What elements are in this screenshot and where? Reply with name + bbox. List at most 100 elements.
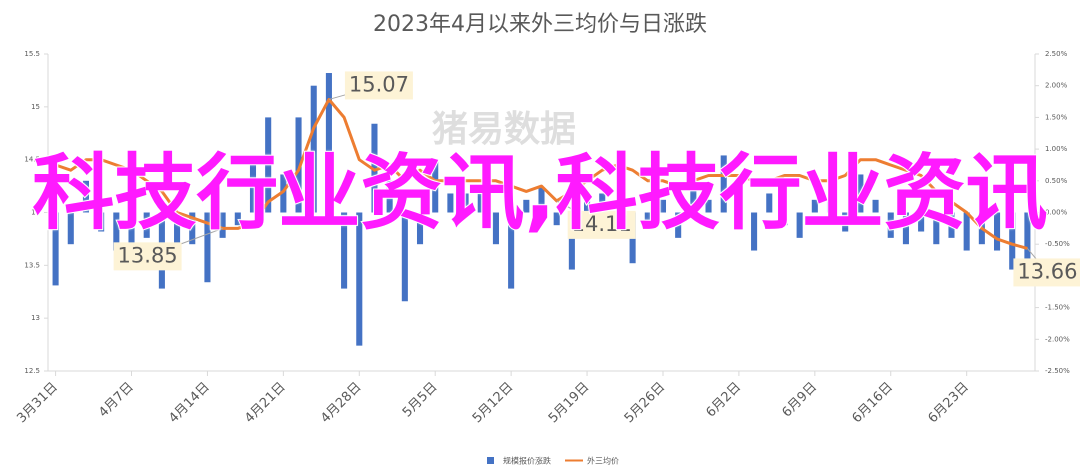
- label-box: [567, 210, 636, 239]
- overlay-text: 科技行业资讯,科技行业资讯: [31, 146, 1048, 241]
- bar: [675, 212, 682, 238]
- bar: [492, 212, 499, 245]
- x-tick-label: 5月26日: [622, 380, 669, 427]
- bar: [128, 212, 135, 264]
- y-tick-label: 15: [31, 103, 40, 111]
- label-box: [1013, 258, 1080, 287]
- y2-tick-label: -1.50%: [1045, 304, 1070, 312]
- y2-tick-label: 2.50%: [1045, 50, 1068, 58]
- x-tick-label: 6月9日: [779, 380, 820, 421]
- bar: [189, 212, 196, 245]
- bar: [219, 212, 226, 238]
- data-label: 13.66: [1017, 259, 1077, 283]
- y2-tick-label: -2.00%: [1045, 335, 1070, 343]
- y2-tick-label: -2.50%: [1045, 367, 1070, 375]
- x-tick-label: 4月21日: [242, 380, 289, 427]
- x-tick-label: 6月23日: [925, 380, 972, 427]
- bar: [644, 212, 651, 226]
- bar: [705, 199, 712, 213]
- bar: [781, 212, 788, 226]
- bar: [523, 199, 530, 213]
- data-label: 14.11: [572, 212, 632, 236]
- bar: [432, 161, 439, 213]
- y2-tick-label: -0.50%: [1045, 240, 1070, 248]
- bar: [174, 212, 181, 251]
- bar: [113, 212, 120, 251]
- bar: [887, 212, 894, 238]
- bar: [310, 85, 317, 213]
- bar: [82, 180, 89, 213]
- label-box: [344, 71, 413, 100]
- bar: [204, 212, 211, 283]
- line: [55, 97, 1028, 250]
- bar: [447, 193, 454, 213]
- y-tick-label: 14.5: [24, 156, 40, 164]
- x-tick-label: 5月19日: [546, 380, 593, 427]
- bar: [356, 212, 363, 346]
- label-box: [113, 242, 182, 271]
- bar: [766, 193, 773, 213]
- y2-tick-label: 0.50%: [1045, 177, 1068, 185]
- x-tick-label: 5月12日: [470, 380, 517, 427]
- bar: [720, 155, 727, 213]
- legend-label: 外三均价: [587, 456, 619, 466]
- bar: [994, 212, 1001, 251]
- bar: [811, 199, 818, 213]
- bar: [538, 187, 545, 213]
- bar: [659, 199, 667, 213]
- bar: [1024, 212, 1031, 264]
- bar: [325, 73, 332, 213]
- chart-title: 2023年4月以来外三均价与日涨跌: [373, 12, 707, 37]
- bar: [826, 199, 834, 213]
- bar: [249, 155, 257, 213]
- bar: [295, 117, 302, 213]
- x-tick-label: 4月14日: [166, 380, 213, 427]
- x-tick-label: 6月16日: [850, 380, 897, 427]
- bar: [599, 193, 606, 213]
- bar: [918, 212, 925, 232]
- bar: [477, 193, 484, 213]
- bar: [98, 212, 105, 232]
- data-label: 13.85: [118, 243, 178, 267]
- y2-tick-label: 0.00%: [1045, 209, 1068, 217]
- bar: [842, 212, 849, 232]
- bar: [341, 212, 348, 289]
- bar: [553, 212, 560, 226]
- bar: [1009, 212, 1016, 270]
- watermark: 猪易数据: [432, 109, 577, 150]
- legend-swatch: [487, 457, 494, 464]
- y2-tick-label: 2.00%: [1045, 82, 1068, 90]
- bar: [948, 212, 955, 238]
- bar: [690, 180, 697, 213]
- bar: [52, 212, 59, 286]
- x-tick-label: 5月5日: [400, 380, 441, 421]
- bar: [902, 212, 909, 245]
- y2-tick-label: 1.50%: [1045, 113, 1068, 121]
- legend-label: 规模报价涨跌: [503, 456, 551, 466]
- bar: [143, 212, 150, 238]
- bar: [584, 193, 591, 213]
- x-tick-label: 4月7日: [96, 380, 137, 421]
- bar: [963, 212, 970, 251]
- y-tick-label: 13.5: [24, 261, 40, 269]
- bar: [796, 212, 803, 238]
- bar: [371, 123, 378, 213]
- bar: [508, 212, 515, 289]
- y-tick-label: 13: [31, 314, 40, 322]
- y-tick-label: 15.5: [24, 50, 40, 58]
- bar: [751, 212, 758, 251]
- bar: [568, 212, 575, 270]
- bar: [857, 174, 864, 213]
- bar: [234, 212, 241, 226]
- x-tick-label: 4月28日: [318, 380, 365, 427]
- bar: [280, 174, 287, 213]
- bar: [872, 199, 879, 213]
- y-tick-label: 14: [31, 209, 40, 217]
- x-tick-label: 6月2日: [704, 380, 745, 421]
- bar: [401, 212, 408, 302]
- bar: [735, 193, 742, 213]
- bar: [933, 212, 940, 245]
- bar: [265, 117, 272, 213]
- bar: [416, 212, 424, 245]
